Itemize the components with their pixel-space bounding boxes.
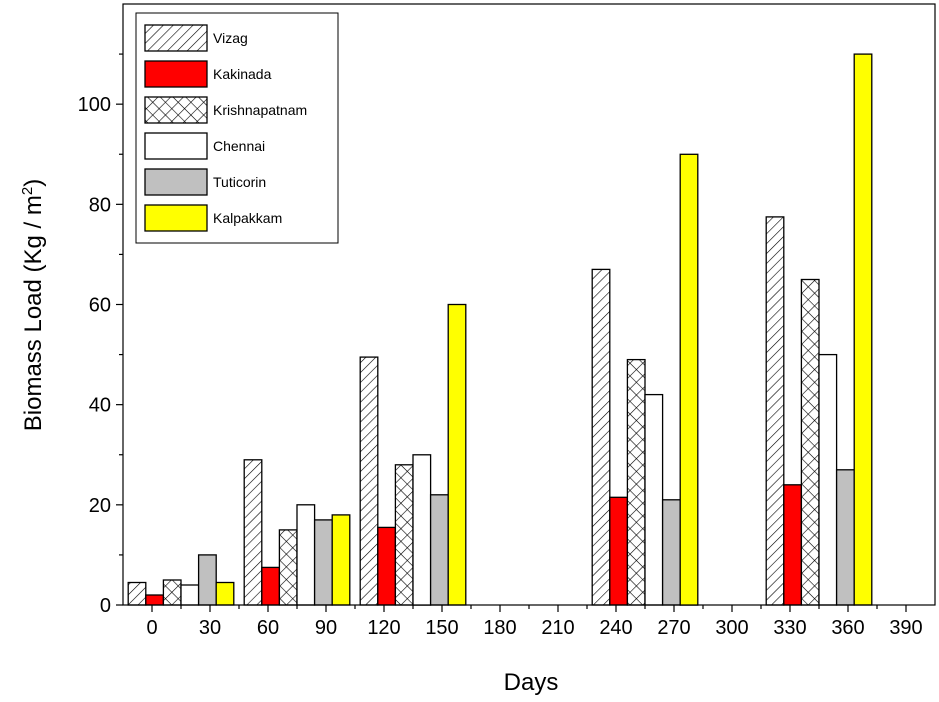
bar-krishnapatnam-135: [394, 464, 414, 606]
bar-vizag-75: [243, 459, 263, 606]
bar-kalpakkam-15: [215, 581, 235, 606]
y-tick-label: 40: [89, 395, 111, 417]
y-tick-label: 100: [78, 94, 111, 116]
y-tick-label: 80: [89, 194, 111, 216]
bar-tuticorin-15: [197, 554, 217, 606]
y-axis-title-sup: 2: [19, 187, 36, 195]
bar-vizag-255: [591, 268, 611, 606]
legend: Vizag Kakinada Krishnapatnam Chennai Tuticor…: [135, 12, 339, 244]
x-tick-label: 60: [257, 617, 279, 639]
x-tick-label: 300: [715, 617, 748, 639]
x-tick-label: 90: [315, 617, 337, 639]
x-tick-label: 150: [425, 617, 458, 639]
legend-label-tuticorin: Tuticorin: [213, 174, 266, 190]
legend-swatch-krishnapatnam: [144, 96, 208, 124]
y-axis-title-main: Biomass Load (Kg / m: [20, 195, 47, 431]
y-axis-title: Biomass Load (Kg / m2): [19, 179, 47, 431]
x-tick-label: 330: [773, 617, 806, 639]
bar-chennai-75: [296, 504, 316, 606]
bar-kakinada-345: [783, 484, 803, 606]
bar-krishnapatnam-255: [626, 358, 646, 606]
bar-kalpakkam-255: [679, 153, 699, 606]
bar-kakinada-255: [609, 496, 629, 606]
bar-chennai-255: [644, 393, 664, 606]
x-tick-label: 120: [367, 617, 400, 639]
y-tick-label: 60: [89, 295, 111, 317]
y-tick-label: 0: [100, 595, 111, 617]
bar-chennai-345: [818, 353, 838, 606]
y-axis-title-end: ): [20, 179, 47, 187]
y-tick-label: 20: [89, 495, 111, 517]
legend-label-chennai: Chennai: [213, 138, 265, 154]
x-axis-ticks: 0 30 60 90 120 150 180 210 240 270 300 330 360 390: [146, 605, 923, 639]
bar-chennai-135: [412, 454, 432, 606]
bar-tuticorin-255: [661, 499, 681, 606]
legend-swatch-chennai: [144, 132, 208, 160]
x-tick-label: 270: [657, 617, 690, 639]
bars-group: [127, 53, 873, 606]
bar-kalpakkam-135: [447, 303, 467, 606]
bar-krishnapatnam-75: [278, 529, 298, 606]
bar-tuticorin-75: [313, 519, 333, 606]
legend-label-kalpakkam: Kalpakkam: [213, 210, 282, 226]
legend-swatch-tuticorin: [144, 168, 208, 196]
bar-krishnapatnam-15: [162, 579, 182, 606]
y-axis-ticks: 0 20 40 60 80 100: [78, 53, 123, 617]
bar-kalpakkam-75: [331, 514, 351, 606]
bar-kalpakkam-345: [853, 53, 873, 606]
bar-vizag-345: [765, 216, 785, 606]
legend-label-kakinada: Kakinada: [213, 66, 272, 82]
bar-tuticorin-345: [835, 469, 855, 606]
bar-chennai-15: [180, 584, 200, 606]
x-tick-label: 210: [541, 617, 574, 639]
bar-krishnapatnam-345: [800, 278, 820, 606]
plot-frame: [122, 3, 936, 606]
bar-vizag-15: [127, 581, 147, 606]
x-tick-label: 0: [146, 617, 157, 639]
x-tick-label: 360: [831, 617, 864, 639]
legend-swatch-kalpakkam: [144, 204, 208, 232]
legend-swatch-kakinada: [144, 60, 208, 88]
legend-label-krishnapatnam: Krishnapatnam: [213, 102, 307, 118]
legend-swatch-vizag: [144, 24, 208, 52]
bar-tuticorin-135: [429, 494, 449, 606]
bar-kakinada-135: [377, 526, 397, 606]
x-tick-label: 180: [483, 617, 516, 639]
legend-label-vizag: Vizag: [213, 30, 248, 46]
bar-kakinada-75: [261, 566, 281, 606]
x-axis-title: Days: [504, 669, 559, 696]
bar-vizag-135: [359, 356, 379, 606]
x-tick-label: 240: [599, 617, 632, 639]
x-tick-label: 30: [199, 617, 221, 639]
x-tick-label: 390: [889, 617, 922, 639]
bar-kakinada-15: [145, 594, 165, 606]
